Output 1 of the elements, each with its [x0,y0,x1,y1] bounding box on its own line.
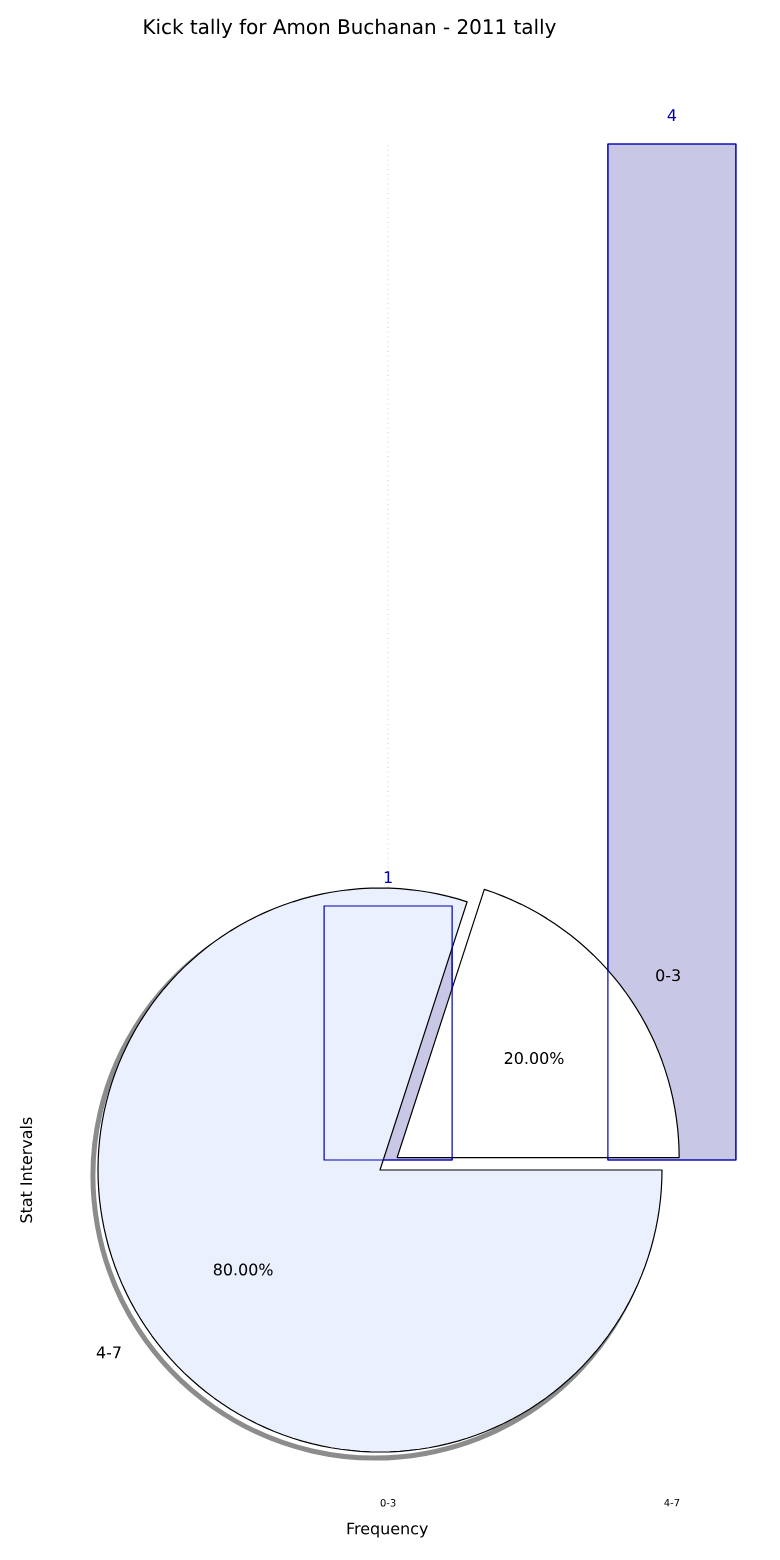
chart-title: Kick tally for Amon Buchanan - 2011 tally [144,18,556,39]
